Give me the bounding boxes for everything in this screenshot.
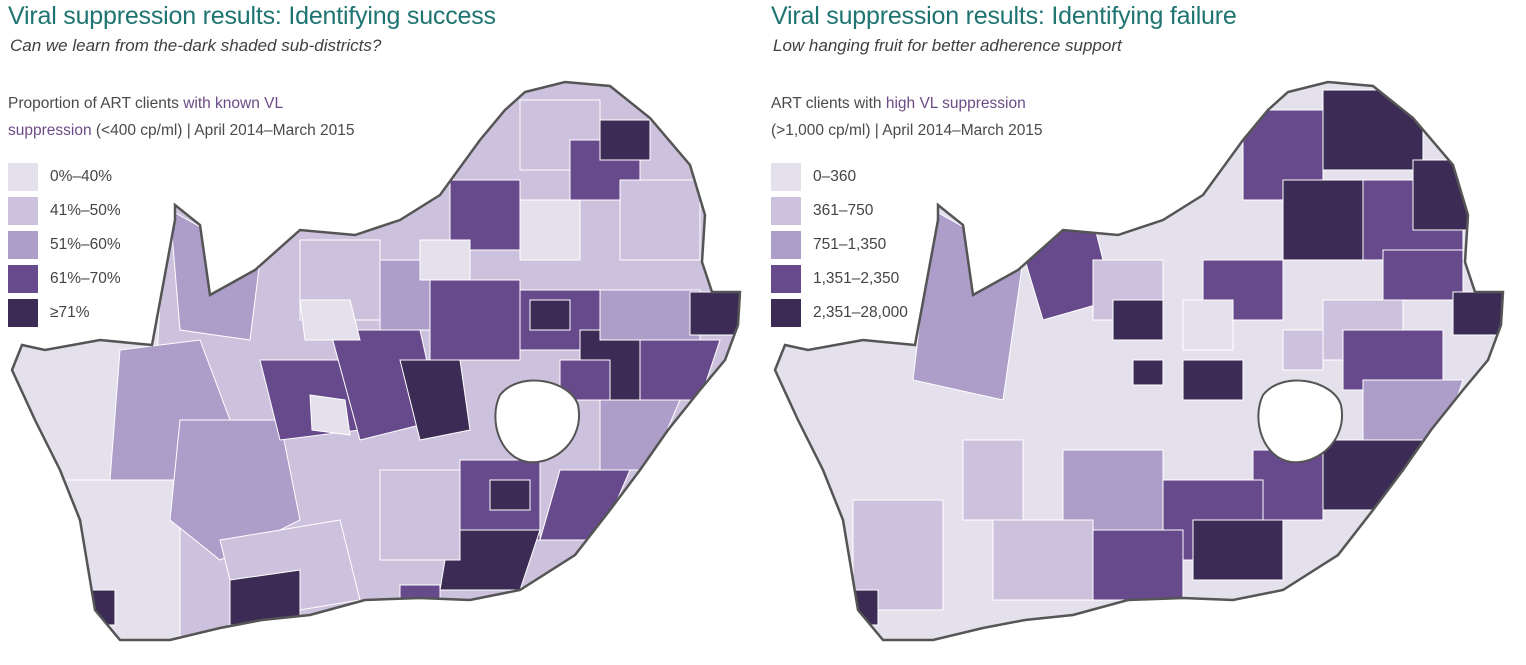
choropleth-map-success — [10, 80, 742, 642]
legend-title-text: (>1,000 cp/ml) | April 2014–March 2015 — [771, 122, 1043, 139]
legend-title-highlight: suppression — [8, 122, 92, 139]
legend-label: 751–1,350 — [813, 236, 887, 253]
map-title: Viral suppression results: Identifying f… — [771, 2, 1237, 30]
choropleth-map-failure — [773, 80, 1505, 642]
legend-label: 0–360 — [813, 168, 857, 185]
map-panel-failure: Viral suppression results: Identifying f… — [763, 0, 1526, 665]
legend-swatch — [8, 163, 38, 191]
legend-label: 41%–50% — [50, 202, 121, 219]
legend-item: 1,351–2,350 — [771, 262, 908, 296]
legend-swatch — [771, 265, 801, 293]
legend-swatch — [771, 197, 801, 225]
legend-label: 0%–40% — [50, 168, 113, 185]
legend-title-highlight: high VL suppression — [885, 95, 1026, 112]
map-panel-success: Viral suppression results: Identifying s… — [8, 2, 742, 642]
legend-swatch — [771, 231, 801, 259]
legend-title-highlight: with known VL — [183, 95, 284, 112]
legend-title: ART clients with high VL suppression (>1… — [771, 90, 1043, 144]
legend-label: 61%–70% — [50, 270, 121, 287]
legend-swatch — [8, 231, 38, 259]
legend-item: 51%–60% — [8, 228, 121, 262]
legend-item: 41%–50% — [8, 194, 121, 228]
map-title: Viral suppression results: Identifying s… — [8, 2, 496, 30]
legend-title-text: ART clients with — [771, 95, 886, 112]
legend-swatch — [771, 299, 801, 327]
map-legend: 0%–40% 41%–50% 51%–60% 61%–70% ≥71% — [8, 160, 121, 330]
map-subtitle: Low hanging fruit for better adherence s… — [773, 36, 1122, 55]
legend-item: 2,351–28,000 — [771, 296, 908, 330]
map-subtitle: Can we learn from the-dark shaded sub-di… — [10, 36, 382, 55]
legend-title-text: (<400 cp/ml) | April 2014–March 2015 — [91, 122, 355, 139]
legend-label: 51%–60% — [50, 236, 121, 253]
legend-title: Proportion of ART clients with known VL … — [8, 90, 355, 144]
legend-label: 2,351–28,000 — [813, 304, 908, 321]
legend-swatch — [8, 265, 38, 293]
legend-item: 0–360 — [771, 160, 908, 194]
legend-label: ≥71% — [50, 304, 90, 321]
legend-item: 0%–40% — [8, 160, 121, 194]
legend-item: 751–1,350 — [771, 228, 908, 262]
legend-item: 361–750 — [771, 194, 908, 228]
legend-item: 61%–70% — [8, 262, 121, 296]
legend-swatch — [8, 299, 38, 327]
legend-swatch — [8, 197, 38, 225]
legend-item: ≥71% — [8, 296, 121, 330]
legend-label: 1,351–2,350 — [813, 270, 900, 287]
map-legend: 0–360 361–750 751–1,350 1,351–2,350 2,35… — [771, 160, 908, 330]
legend-label: 361–750 — [813, 202, 874, 219]
legend-title-text: Proportion of ART clients — [8, 95, 184, 112]
legend-swatch — [771, 163, 801, 191]
